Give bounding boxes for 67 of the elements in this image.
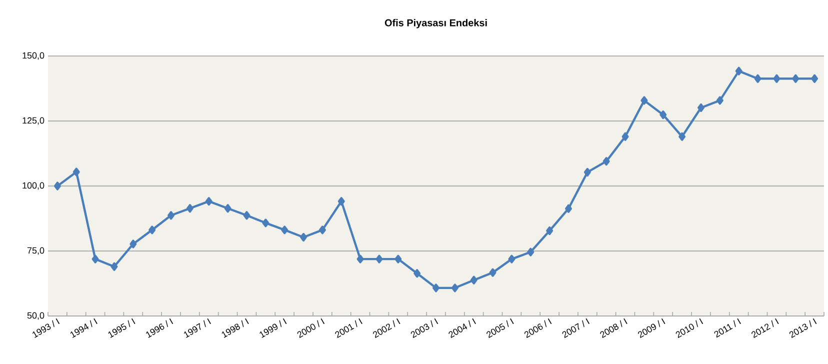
x-tick-label: 2000 / I xyxy=(297,318,325,338)
x-tick-label: 2013 / I xyxy=(789,318,817,338)
point xyxy=(72,168,80,176)
point xyxy=(716,96,724,105)
point xyxy=(54,182,61,190)
point xyxy=(300,232,307,242)
point xyxy=(432,284,440,292)
point xyxy=(414,269,421,278)
point xyxy=(773,74,780,83)
point xyxy=(565,204,572,213)
point xyxy=(376,254,383,264)
point xyxy=(168,211,175,220)
x-tick-label: 2005 / I xyxy=(486,318,514,338)
x-tick-label: 2010 / I xyxy=(676,318,704,338)
point xyxy=(602,157,610,166)
point xyxy=(318,226,326,234)
point xyxy=(735,66,742,76)
point xyxy=(394,254,402,264)
point xyxy=(584,168,591,176)
point xyxy=(451,284,458,292)
point xyxy=(754,74,762,83)
x-tick-label: 2007 / I xyxy=(562,318,590,338)
point xyxy=(640,96,648,105)
x-tick-label: 2006 / I xyxy=(524,318,552,338)
point xyxy=(678,132,686,141)
y-tick-label: 75,0 xyxy=(27,247,44,255)
point xyxy=(622,132,629,141)
point xyxy=(262,218,270,228)
x-tick-label: 2009 / I xyxy=(638,318,666,338)
x-tick-label: 2012 / I xyxy=(752,318,779,338)
point xyxy=(148,226,156,234)
x-tick-label: 1994 / I xyxy=(70,318,98,338)
point xyxy=(470,276,478,284)
point xyxy=(110,262,118,271)
point xyxy=(338,197,345,206)
point xyxy=(527,248,534,256)
point xyxy=(281,226,288,234)
y-tick-label: 125,0 xyxy=(22,117,44,125)
point xyxy=(489,268,496,277)
x-tick-label: 2011 / I xyxy=(714,318,741,338)
point xyxy=(811,74,818,83)
x-tick-label: 1999 / I xyxy=(260,318,287,338)
x-tick-label: 2004 / I xyxy=(448,318,476,338)
x-tick-label: 2008 / I xyxy=(600,318,628,338)
y-tick-label: 50,0 xyxy=(27,312,44,320)
point xyxy=(546,226,554,235)
x-tick-label: 1998 / I xyxy=(222,318,249,338)
y-tick-label: 150,0 xyxy=(22,52,44,60)
x-tick-label: 2001 / I xyxy=(335,318,362,338)
x-tick-label: 2002 / I xyxy=(373,318,400,338)
point xyxy=(243,211,250,220)
point xyxy=(508,254,516,264)
chart-title: Ofis Piyasası Endeksi xyxy=(384,19,487,28)
point xyxy=(660,110,667,120)
x-tick-label: 1997 / I xyxy=(184,318,211,338)
x-tick-label: 1995 / I xyxy=(108,318,136,338)
point xyxy=(698,103,704,112)
point xyxy=(92,254,99,264)
y-tick-label: 100,0 xyxy=(22,182,44,190)
point xyxy=(224,204,232,213)
point xyxy=(186,204,194,213)
x-tick-label: 2003 / I xyxy=(410,318,438,338)
point xyxy=(356,254,364,264)
point xyxy=(792,74,800,83)
x-tick-label: 1996 / I xyxy=(146,318,174,338)
point xyxy=(130,240,137,248)
point xyxy=(205,197,212,206)
